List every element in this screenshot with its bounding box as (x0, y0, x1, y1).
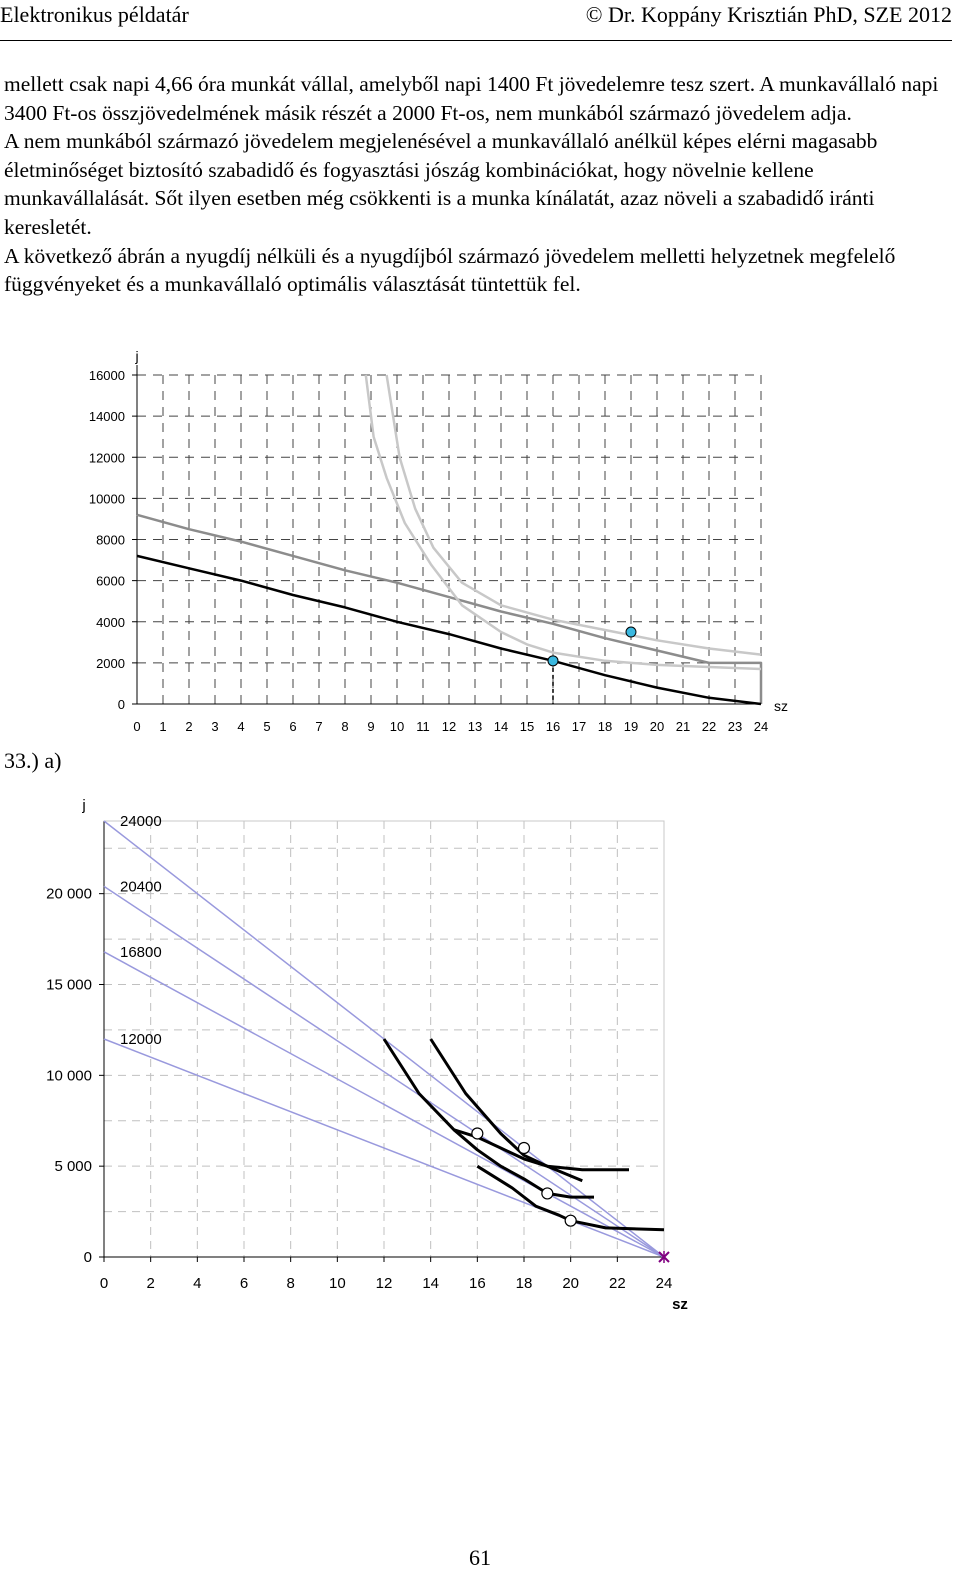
x-tick-label: 20 (650, 719, 664, 734)
x-tick-label: 20 (562, 1275, 579, 1292)
x-tick-label: 8 (341, 719, 348, 734)
x-tick-label: 12 (442, 719, 456, 734)
indifference-curve (476, 1164, 665, 1232)
optimum-point (625, 626, 637, 638)
x-tick-label: 6 (240, 1275, 248, 1292)
x-tick-label: 22 (609, 1275, 626, 1292)
budget-line-gray (136, 513, 763, 704)
header-copyright: © Dr. Koppány Krisztián PhD, SZE 2012 (585, 2, 952, 27)
x-tick-label: 4 (193, 1275, 201, 1292)
x-axis-label: sz (672, 1296, 688, 1313)
x-tick-label: 11 (416, 719, 430, 734)
indifference-curve (429, 1038, 629, 1172)
x-tick-label: 17 (572, 719, 586, 734)
y-axis-label: j (81, 797, 85, 814)
x-tick-label: 2 (146, 1275, 154, 1292)
y-tick-label: 6000 (96, 574, 125, 589)
optimum-point (564, 1214, 577, 1227)
x-tick-label: 10 (329, 1275, 346, 1292)
budget-line (103, 885, 665, 1258)
header-title: Elektronikus példatár (0, 2, 189, 27)
x-tick-label: 13 (468, 719, 482, 734)
budget-intercept-label: 12000 (120, 1031, 162, 1048)
optimum-point (547, 655, 559, 667)
x-tick-label: 9 (367, 719, 374, 734)
x-tick-label: 1 (159, 719, 166, 734)
exercise-label: 33.) a) (4, 748, 62, 773)
y-tick-label: 20 000 (46, 886, 92, 903)
x-axis-label: sz (774, 698, 788, 714)
x-tick-label: 23 (728, 719, 742, 734)
y-tick-label: 16000 (89, 368, 125, 383)
indifference-curve (364, 374, 762, 671)
x-tick-label: 10 (390, 719, 404, 734)
x-tick-label: 0 (100, 1275, 108, 1292)
y-axis-label: j (134, 348, 138, 364)
optimum-point (471, 1127, 484, 1140)
x-tick-label: 16 (546, 719, 560, 734)
y-tick-label: 0 (84, 1249, 92, 1266)
x-tick-label: 2 (185, 719, 192, 734)
header-rule (0, 40, 952, 41)
y-tick-label: 14000 (89, 409, 125, 424)
x-tick-label: 7 (315, 719, 322, 734)
y-tick-label: 12000 (89, 450, 125, 465)
x-tick-label: 0 (133, 719, 140, 734)
x-tick-label: 22 (702, 719, 716, 734)
x-tick-label: 21 (676, 719, 690, 734)
page-number: 61 (469, 1545, 491, 1570)
x-tick-label: 4 (237, 719, 244, 734)
y-tick-label: 5 000 (54, 1158, 92, 1175)
x-tick-label: 14 (422, 1275, 439, 1292)
budget-intercept-label: 20400 (120, 878, 162, 895)
x-tick-label: 24 (656, 1275, 673, 1292)
y-tick-label: 10000 (89, 491, 125, 506)
x-tick-label: 3 (211, 719, 218, 734)
budget-line-black (136, 554, 762, 706)
y-tick-label: 10 000 (46, 1067, 92, 1084)
budget-line (103, 951, 665, 1258)
x-tick-label: 24 (754, 719, 768, 734)
y-tick-label: 8000 (96, 533, 125, 548)
optimum-point (541, 1187, 554, 1200)
x-tick-label: 8 (286, 1275, 294, 1292)
x-tick-label: 6 (289, 719, 296, 734)
x-tick-label: 19 (624, 719, 638, 734)
indifference-curve (385, 374, 762, 656)
y-tick-label: 4000 (96, 615, 125, 630)
x-tick-label: 15 (520, 719, 534, 734)
y-tick-label: 2000 (96, 656, 125, 671)
x-tick-label: 12 (376, 1275, 393, 1292)
paragraph-1: mellett csak napi 4,66 óra munkát vállal… (4, 72, 939, 125)
indifference-curve (382, 1038, 583, 1183)
budget-intercept-label: 16800 (120, 944, 162, 961)
y-tick-label: 0 (118, 697, 125, 712)
x-tick-label: 18 (598, 719, 612, 734)
x-tick-label: 18 (516, 1275, 533, 1292)
body-text: mellett csak napi 4,66 óra munkát vállal… (4, 70, 954, 299)
paragraph-3: A következő ábrán a nyugdíj nélküli és a… (4, 243, 896, 297)
page-header: Elektronikus példatár © Dr. Koppány Kris… (0, 0, 960, 41)
optimum-point (517, 1141, 531, 1155)
x-tick-label: 16 (469, 1275, 486, 1292)
x-tick-label: 14 (494, 719, 508, 734)
paragraph-2: A nem munkából származó jövedelem megjel… (4, 129, 878, 239)
y-tick-label: 15 000 (46, 977, 92, 994)
indifference-curve (453, 1128, 594, 1199)
x-tick-label: 5 (263, 719, 270, 734)
budget-intercept-label: 24000 (120, 813, 162, 830)
